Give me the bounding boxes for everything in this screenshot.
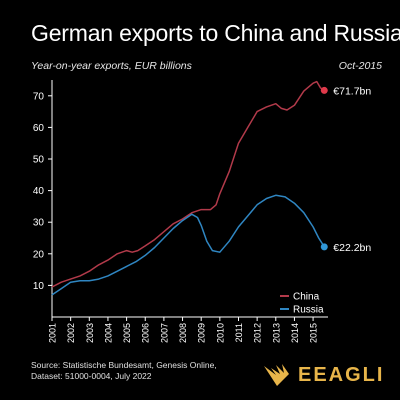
x-tick-label: 2005: [122, 323, 132, 343]
y-tick-label: 70: [33, 91, 45, 102]
x-tick-label: 2001: [48, 323, 58, 343]
y-tick-label: 20: [33, 249, 45, 260]
china-end-label: €71.7bn: [333, 85, 371, 97]
source-line-1: Source: Statistische Bundesamt, Genesis …: [31, 360, 217, 370]
legend-russia-label: Russia: [293, 305, 324, 316]
source-note: Source: Statistische Bundesamt, Genesis …: [31, 360, 217, 382]
chart-date: Oct-2015: [338, 60, 382, 72]
x-tick-label: 2008: [178, 323, 188, 343]
russia-end-marker: [320, 243, 328, 251]
chart-title: German exports to China and Russia: [31, 20, 400, 46]
x-tick-label: 2014: [290, 323, 300, 343]
china-end-marker: [320, 86, 328, 94]
x-tick-label: 2007: [159, 323, 169, 343]
x-tick-label: 2003: [85, 323, 95, 343]
chart-subtitle: Year-on-year exports, EUR billions: [31, 60, 192, 72]
russia-line: [51, 194, 325, 296]
x-tick-label: 2010: [215, 323, 225, 343]
china-line: [51, 80, 325, 288]
y-tick-label: 60: [33, 123, 45, 134]
x-tick-label: 2012: [253, 323, 263, 343]
source-line-2: Dataset: 51000-0004, July 2022: [31, 371, 152, 381]
x-tick-label: 2009: [197, 323, 207, 343]
x-tick-label: 2004: [103, 323, 113, 343]
y-tick-label: 40: [33, 186, 45, 197]
x-tick-label: 2011: [234, 323, 244, 342]
y-tick-label: 30: [33, 218, 45, 229]
brand-logo: EEAGLI: [262, 362, 384, 388]
brand-name: EEAGLI: [298, 363, 385, 386]
eagle-logo-icon: [264, 364, 289, 386]
x-tick-label: 2013: [271, 323, 281, 343]
x-tick-label: 2006: [141, 323, 151, 343]
russia-end-label: €22.2bn: [333, 242, 371, 254]
x-tick-label: 2002: [66, 323, 76, 343]
y-tick-label: 10: [33, 281, 45, 292]
y-tick-label: 50: [33, 155, 45, 166]
legend-china-label: China: [293, 292, 320, 303]
x-tick-label: 2015: [309, 323, 319, 343]
